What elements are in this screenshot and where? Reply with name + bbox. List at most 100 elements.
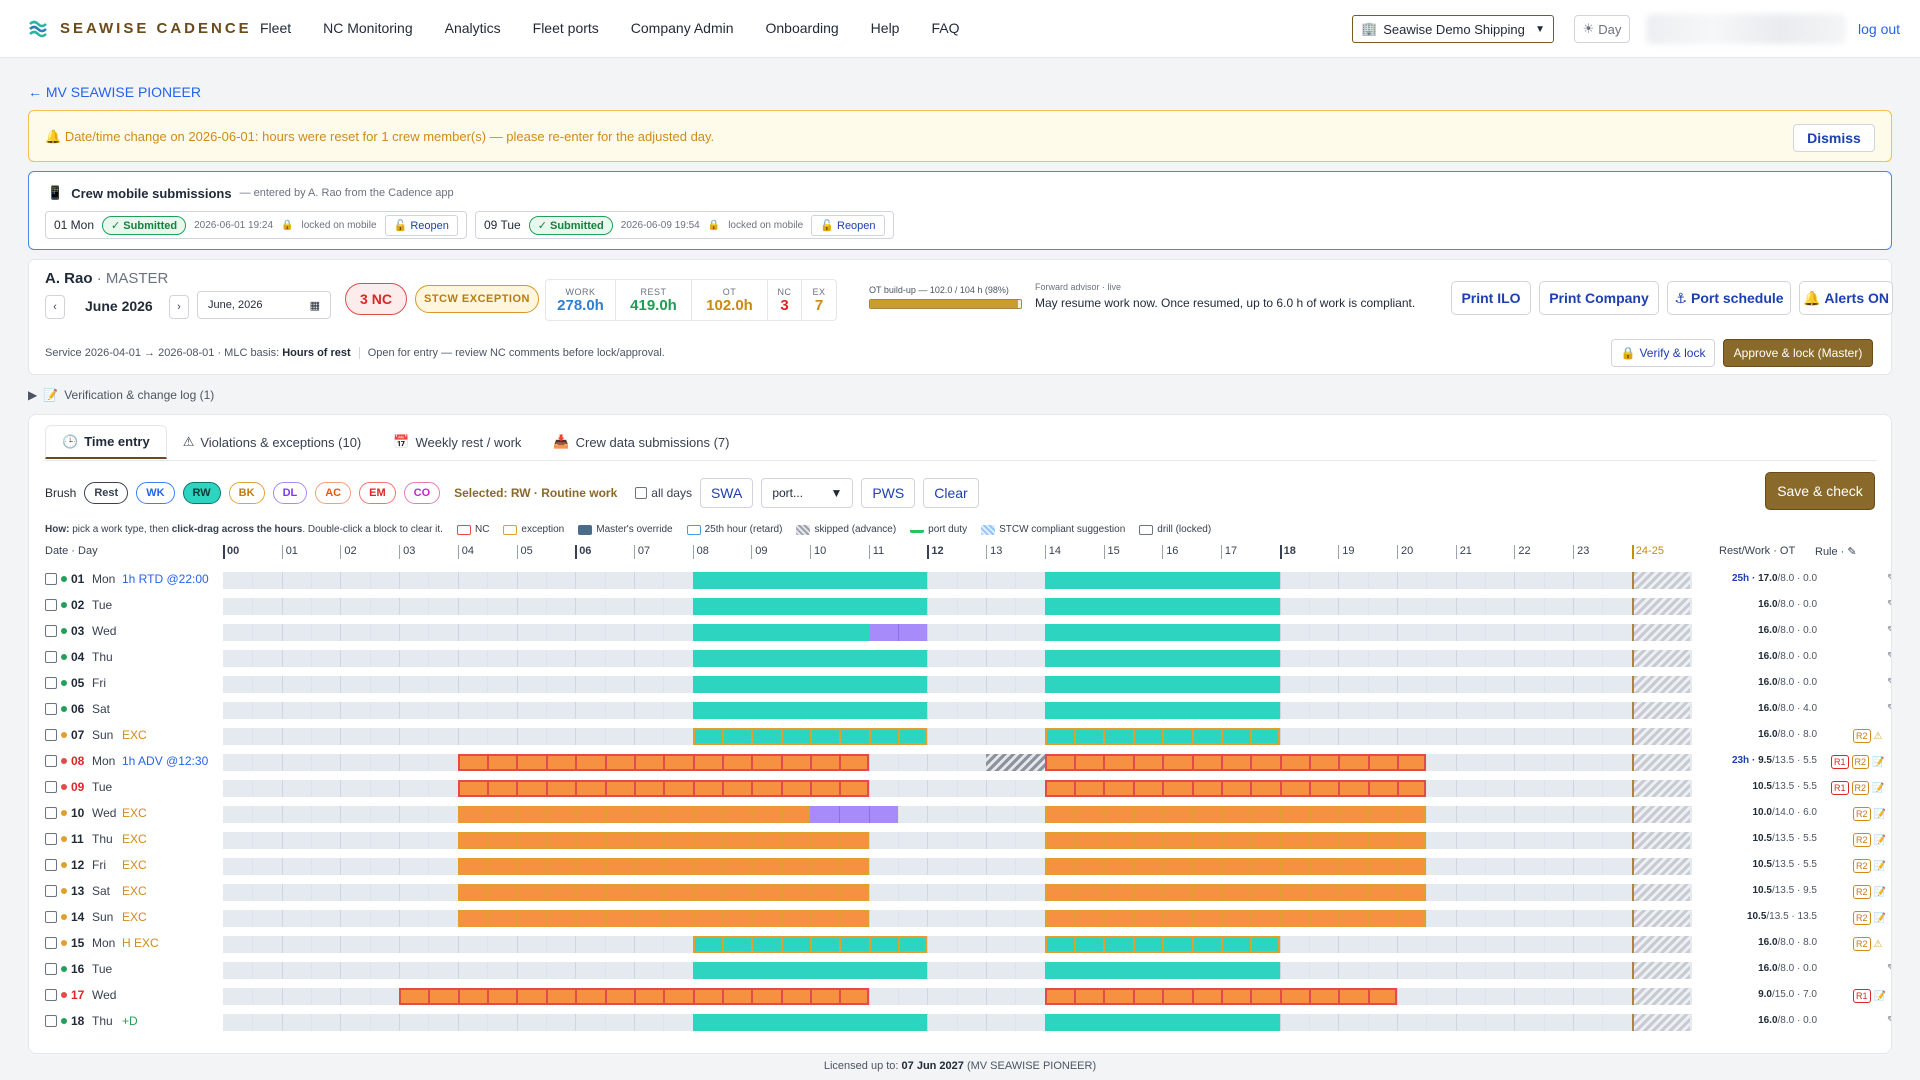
back-to-vessel-link[interactable]: ← MV SEAWISE PIONEER bbox=[28, 84, 201, 100]
day-select-checkbox[interactable] bbox=[45, 651, 57, 663]
work-block[interactable] bbox=[1044, 728, 1280, 745]
hour-track[interactable] bbox=[223, 1014, 1692, 1031]
work-block[interactable] bbox=[692, 962, 928, 979]
day-select-checkbox[interactable] bbox=[45, 573, 57, 585]
tab-violations[interactable]: ⚠ Violations & exceptions (10) bbox=[167, 425, 378, 459]
work-block[interactable] bbox=[1044, 754, 1427, 771]
stcw-exception-badge[interactable]: STCW EXCEPTION bbox=[415, 285, 539, 313]
day-row[interactable]: 05 Fri 16.0/8.0 · 0.0 ✎ bbox=[29, 673, 1891, 695]
rule-badge-r2[interactable]: R2 bbox=[1853, 729, 1871, 743]
day-row[interactable]: 10 Wed EXC 10.0/14.0 · 6.0 R2 📝 bbox=[29, 803, 1891, 825]
prev-month-button[interactable]: ‹ bbox=[45, 295, 65, 319]
note-edit-icon[interactable]: 📝 bbox=[1873, 886, 1886, 898]
rule-badge-r2[interactable]: R2 bbox=[1853, 833, 1871, 847]
day-select-checkbox[interactable] bbox=[45, 859, 57, 871]
nav-faq[interactable]: FAQ bbox=[931, 20, 960, 36]
work-block[interactable] bbox=[457, 806, 810, 823]
day-select-checkbox[interactable] bbox=[45, 885, 57, 897]
pencil-icon[interactable]: ✎ bbox=[1887, 703, 1891, 714]
work-block[interactable] bbox=[1044, 572, 1280, 589]
day-select-checkbox[interactable] bbox=[45, 703, 57, 715]
day-select-checkbox[interactable] bbox=[45, 625, 57, 637]
day-select-checkbox[interactable] bbox=[45, 1015, 57, 1027]
rule-badge-r2[interactable]: R2 bbox=[1853, 911, 1871, 925]
work-block[interactable] bbox=[1044, 676, 1280, 693]
dismiss-button[interactable]: Dismiss bbox=[1793, 124, 1875, 152]
approve-lock-button[interactable]: Approve & lock (Master) bbox=[1723, 339, 1873, 367]
warning-icon[interactable]: ⚠ bbox=[1873, 938, 1883, 950]
hour-track[interactable] bbox=[223, 572, 1692, 589]
nav-help[interactable]: Help bbox=[870, 20, 900, 36]
company-select[interactable]: 🏢 Seawise Demo Shipping ▼ bbox=[1352, 15, 1554, 43]
work-block[interactable] bbox=[1044, 624, 1280, 641]
work-block[interactable] bbox=[1044, 702, 1280, 719]
day-mode-toggle[interactable]: ☀ Day bbox=[1574, 15, 1630, 43]
day-select-checkbox[interactable] bbox=[45, 781, 57, 793]
hour-track[interactable] bbox=[223, 598, 1692, 615]
save-check-button[interactable]: Save & check bbox=[1765, 472, 1875, 510]
day-row[interactable]: 09 Tue 10.5/13.5 · 5.5 R1 R2 📝 bbox=[29, 777, 1891, 799]
work-block[interactable] bbox=[1044, 962, 1280, 979]
rule-badge-r2[interactable]: R2 bbox=[1853, 937, 1871, 951]
note-edit-icon[interactable]: 📝 bbox=[1873, 990, 1886, 1002]
hour-track[interactable] bbox=[223, 676, 1692, 693]
day-row[interactable]: 12 Fri EXC 10.5/13.5 · 5.5 R2 📝 bbox=[29, 855, 1891, 877]
work-block[interactable] bbox=[692, 702, 928, 719]
hour-track[interactable] bbox=[223, 780, 1692, 797]
port-select[interactable]: port... ▼ bbox=[761, 478, 854, 508]
clear-button[interactable]: Clear bbox=[923, 478, 979, 508]
drill-block[interactable] bbox=[868, 624, 928, 641]
nav-fleet-ports[interactable]: Fleet ports bbox=[532, 20, 599, 36]
day-select-checkbox[interactable] bbox=[45, 755, 57, 767]
work-block[interactable] bbox=[1044, 650, 1280, 667]
pws-button[interactable]: PWS bbox=[861, 478, 916, 508]
day-row[interactable]: 06 Sat 16.0/8.0 · 4.0 ✎ bbox=[29, 699, 1891, 721]
day-select-checkbox[interactable] bbox=[45, 963, 57, 975]
nav-nc-monitoring[interactable]: NC Monitoring bbox=[323, 20, 413, 36]
work-block[interactable] bbox=[692, 624, 869, 641]
brand-logo[interactable]: SEAWISE CADENCE bbox=[28, 18, 252, 38]
work-block[interactable] bbox=[1044, 910, 1427, 927]
day-select-checkbox[interactable] bbox=[45, 807, 57, 819]
rule-badge-r1[interactable]: R1 bbox=[1853, 989, 1871, 1003]
day-select-checkbox[interactable] bbox=[45, 833, 57, 845]
hour-track[interactable] bbox=[223, 962, 1692, 979]
brush-wk-pill[interactable]: WK bbox=[136, 482, 175, 504]
day-row[interactable]: 16 Tue 16.0/8.0 · 0.0 ✎ bbox=[29, 959, 1891, 981]
rule-badge-r1[interactable]: R1 bbox=[1831, 781, 1849, 795]
print-company-button[interactable]: Print Company bbox=[1539, 281, 1659, 315]
note-edit-icon[interactable]: 📝 bbox=[1873, 912, 1886, 924]
day-row[interactable]: 01 Mon 1h RTD @22:00 25h · 17.0/8.0 · 0.0 ✎ bbox=[29, 569, 1891, 591]
nav-company-admin[interactable]: Company Admin bbox=[630, 20, 734, 36]
pencil-icon[interactable]: ✎ bbox=[1887, 625, 1891, 636]
brush-rest-pill[interactable]: Rest bbox=[84, 482, 129, 504]
day-row[interactable]: 15 Mon H EXC 16.0/8.0 · 8.0 R2 ⚠ bbox=[29, 933, 1891, 955]
hour-track[interactable] bbox=[223, 832, 1692, 849]
month-input[interactable]: June, 2026 ▦ bbox=[197, 291, 331, 319]
pencil-icon[interactable]: ✎ bbox=[1887, 677, 1891, 688]
hour-track[interactable] bbox=[223, 858, 1692, 875]
day-select-checkbox[interactable] bbox=[45, 989, 57, 1001]
reopen-button[interactable]: 🔓 Reopen bbox=[384, 214, 458, 236]
note-edit-icon[interactable]: 📝 bbox=[1873, 834, 1886, 846]
hour-track[interactable] bbox=[223, 910, 1692, 927]
work-block[interactable] bbox=[1044, 832, 1427, 849]
tab-time-entry[interactable]: 🕒 Time entry bbox=[45, 425, 167, 459]
work-block[interactable] bbox=[1044, 936, 1280, 953]
work-block[interactable] bbox=[692, 728, 928, 745]
work-block[interactable] bbox=[692, 598, 928, 615]
work-block[interactable] bbox=[1044, 1014, 1280, 1031]
port-schedule-button[interactable]: ⚓ Port schedule bbox=[1667, 281, 1791, 315]
next-month-button[interactable]: › bbox=[169, 295, 189, 319]
print-ilo-button[interactable]: Print ILO bbox=[1451, 281, 1531, 315]
brush-em-pill[interactable]: EM bbox=[359, 482, 396, 504]
swa-button[interactable]: SWA bbox=[699, 478, 754, 508]
day-row[interactable]: 03 Wed 16.0/8.0 · 0.0 ✎ bbox=[29, 621, 1891, 643]
brush-rw-pill[interactable]: RW bbox=[182, 482, 221, 504]
verification-log-toggle[interactable]: ▶ 📝 Verification & change log (1) bbox=[28, 388, 214, 402]
brush-ac-pill[interactable]: AC bbox=[315, 482, 352, 504]
day-select-checkbox[interactable] bbox=[45, 677, 57, 689]
pencil-icon[interactable]: ✎ bbox=[1887, 1015, 1891, 1026]
verify-lock-button[interactable]: 🔒 Verify & lock bbox=[1611, 339, 1715, 367]
hour-track[interactable] bbox=[223, 754, 1692, 771]
